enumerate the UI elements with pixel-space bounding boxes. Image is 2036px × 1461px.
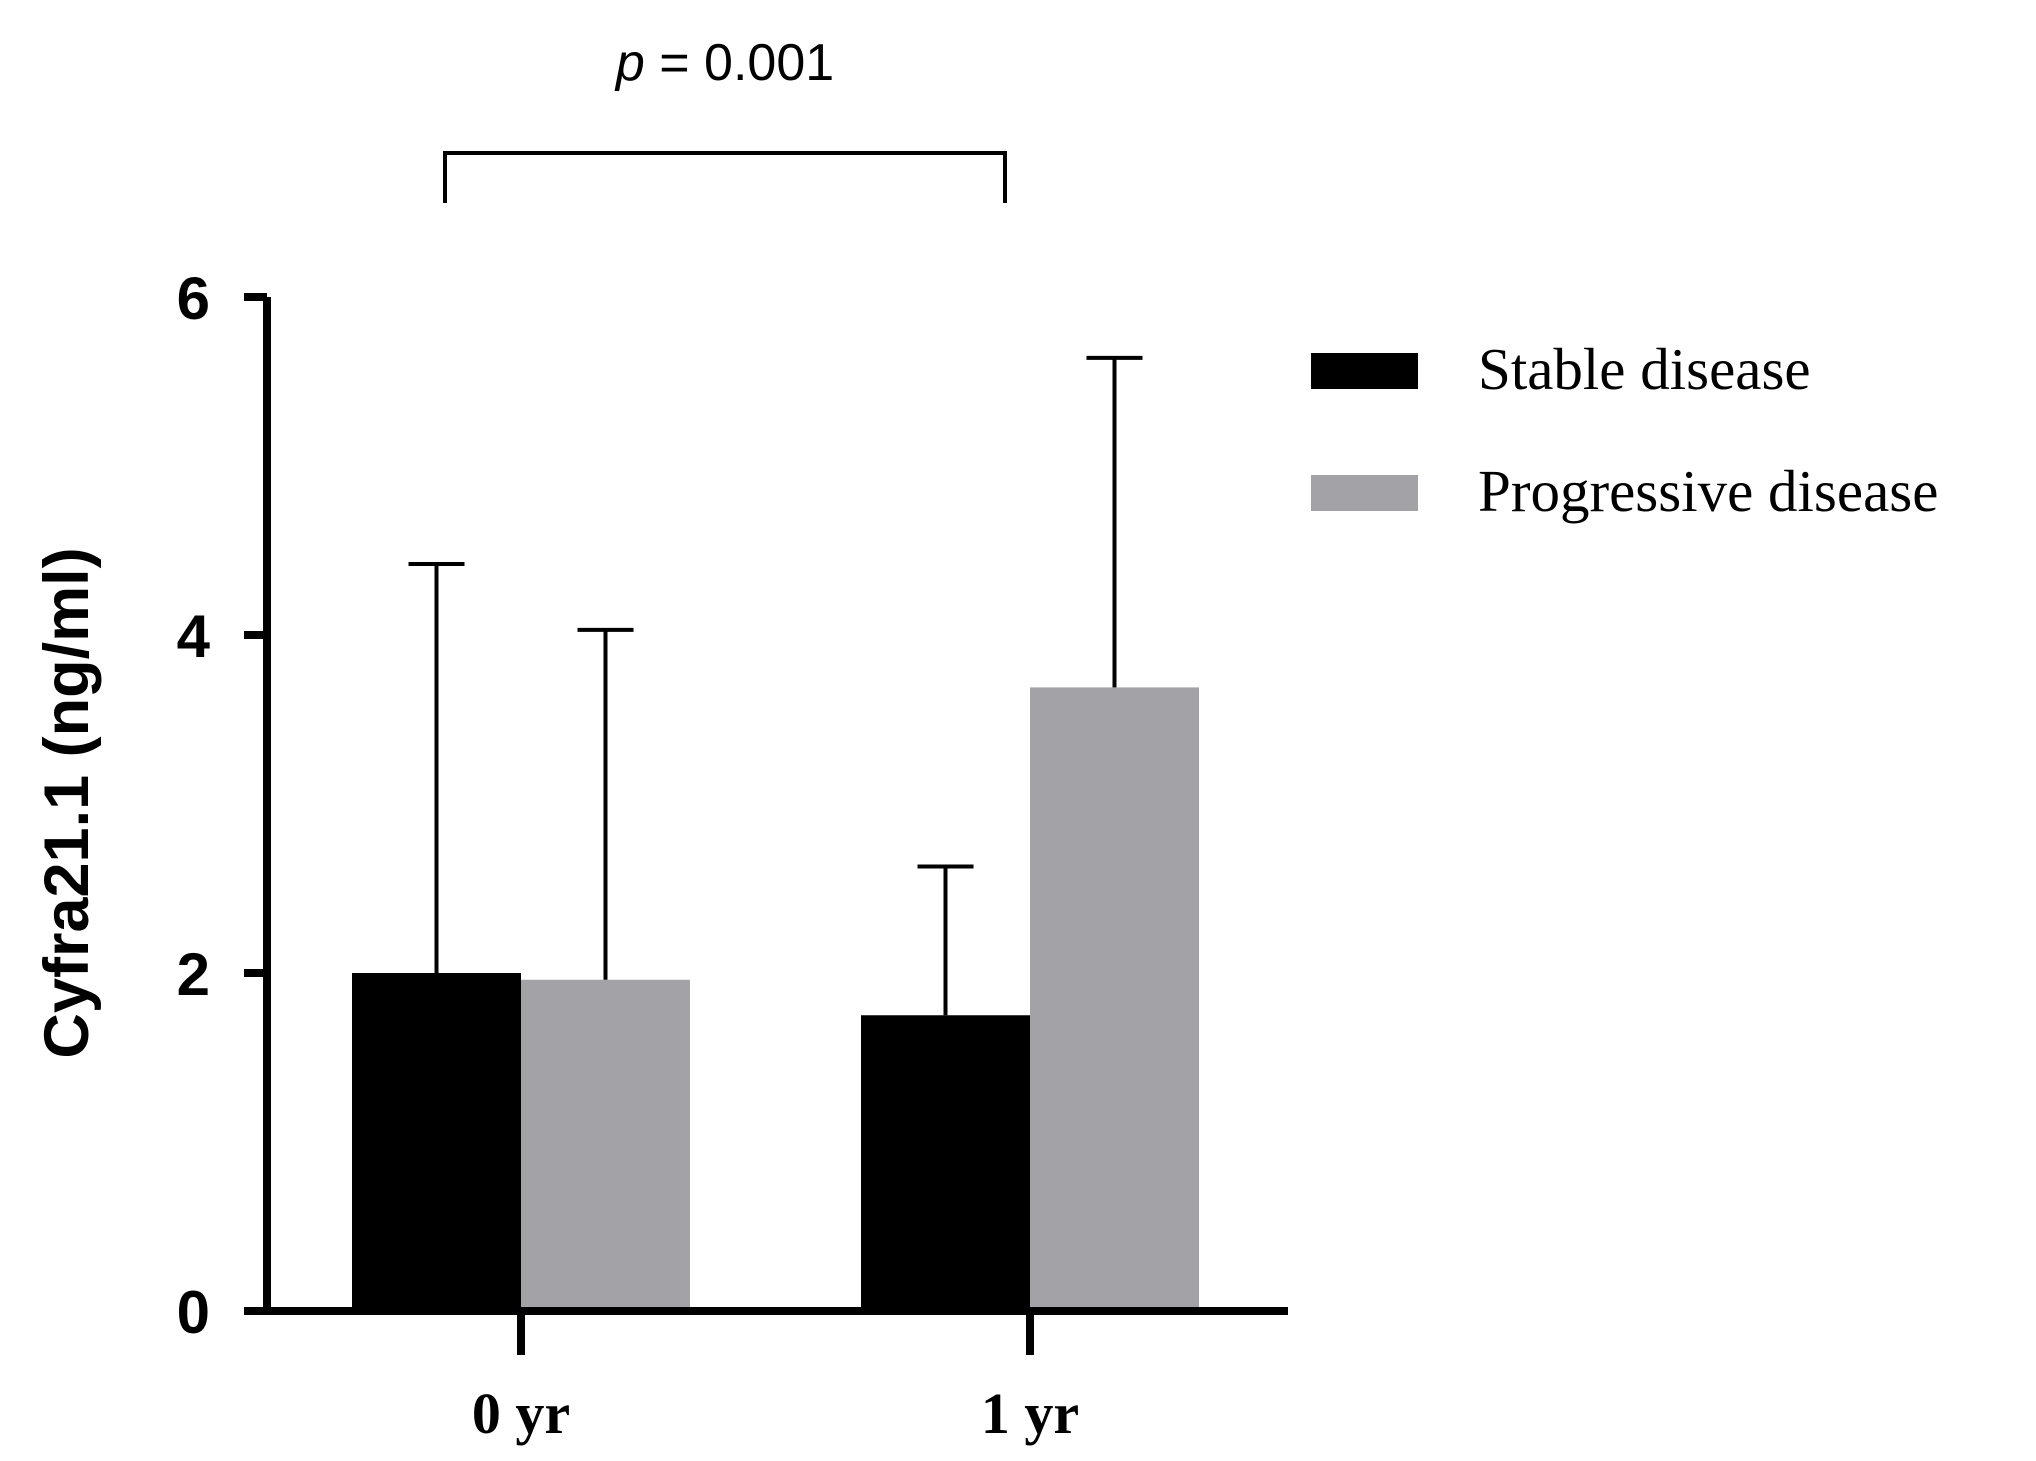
bar-stable-disease-0-yr xyxy=(352,973,521,1311)
y-axis-label: Cyfra21.1 (ng/ml) xyxy=(32,547,102,1058)
y-ticks-group: 0 2 4 6 xyxy=(177,265,267,1346)
error-bar-stable-disease-1-yr xyxy=(917,864,974,1016)
significance-annotation: p = 0.001 xyxy=(443,34,1007,203)
error-bars-group xyxy=(408,355,1143,1016)
x-ticks-group: 0 yr 1 yr xyxy=(472,1311,1079,1446)
error-bar-progressive-disease-1-yr xyxy=(1086,355,1143,688)
y-tick-label: 0 xyxy=(177,1279,210,1346)
p-value-label: p = 0.001 xyxy=(614,34,834,92)
bars-group xyxy=(352,687,1199,1311)
legend-label: Progressive disease xyxy=(1478,458,1938,524)
x-tick-label: 0 yr xyxy=(472,1381,570,1446)
legend-swatch xyxy=(1311,353,1418,389)
bar-progressive-disease-1-yr xyxy=(1030,687,1199,1311)
x-tick-label: 1 yr xyxy=(981,1381,1079,1446)
bar-progressive-disease-0-yr xyxy=(521,979,690,1311)
error-bar-progressive-disease-0-yr xyxy=(577,627,634,980)
y-tick-label: 6 xyxy=(177,265,210,332)
legend-swatch xyxy=(1311,475,1418,511)
significance-bracket xyxy=(443,151,1007,203)
y-tick-label: 2 xyxy=(177,941,210,1008)
p-symbol: p xyxy=(614,34,645,92)
error-bar-stable-disease-0-yr xyxy=(408,562,465,973)
legend-group: Stable disease Progressive disease xyxy=(1311,336,1938,524)
bar-stable-disease-1-yr xyxy=(861,1015,1030,1311)
y-tick-label: 4 xyxy=(177,603,211,670)
p-value-text: = 0.001 xyxy=(645,34,834,92)
legend-item-stable-disease: Stable disease xyxy=(1311,336,1811,402)
axes-group xyxy=(263,297,1288,1315)
legend-label: Stable disease xyxy=(1478,336,1811,402)
legend-item-progressive-disease: Progressive disease xyxy=(1311,458,1938,524)
